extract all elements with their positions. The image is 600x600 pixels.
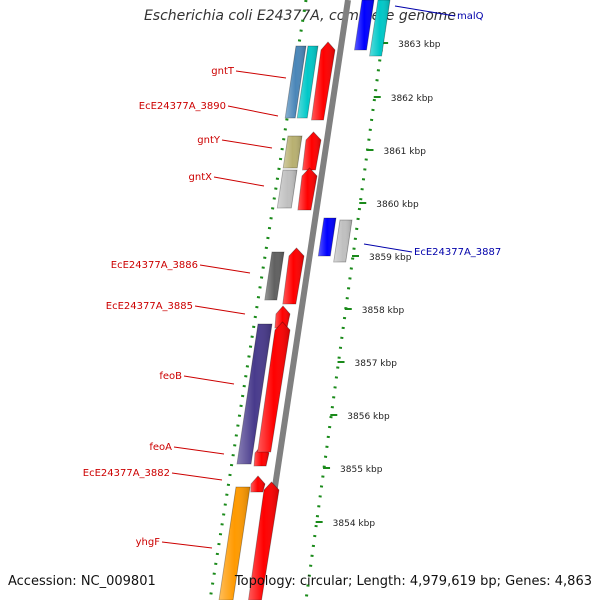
right-dotted-track [304,0,390,600]
leader-line [221,139,273,149]
gene-box-gntT-shade [285,46,306,118]
kbp-tick-label: 3858 kbp [362,306,405,316]
gene-label-EcE24377A_3885: EcE24377A_3885 [106,301,193,312]
leader-line [171,472,223,481]
kbp-tick-label: 3855 kbp [340,465,383,475]
red-strand-arrow-shade [311,42,335,120]
gene-box-malQ-shade [354,0,374,50]
leader-line [394,5,456,17]
kbp-tick-label: 3863 kbp [398,40,441,50]
kbp-tick-label: 3862 kbp [391,94,434,104]
gene-label-gntX: gntX [189,172,213,183]
kbp-tick-label: 3854 kbp [333,519,376,529]
gene-box-gntY-shade [283,136,302,168]
leader-line [363,243,413,253]
red-strand-arrow-shade [282,248,304,304]
genome-summary-text: Topology: circular; Length: 4,979,619 bp… [234,574,592,589]
gene-label-gntY: gntY [197,135,221,146]
accession-text: Accession: NC_009801 [8,574,156,589]
kbp-tick-label: 3860 kbp [376,200,419,210]
gene-label-EcE24377A_3887: EcE24377A_3887 [414,247,501,258]
gene-box-EcE24377A_3885-shade [274,306,290,328]
gene-box-cyan-top-shade [369,0,390,56]
gene-box-EcE24377A_3882-shade [250,476,265,492]
gene-label-malQ: malQ [457,11,484,22]
leader-line [194,305,246,315]
gene-label-EcE24377A_3886: EcE24377A_3886 [111,260,198,271]
gene-label-EcE24377A_3890: EcE24377A_3890 [139,101,226,112]
gene-label-gntT: gntT [211,66,235,77]
gene-box-grey-right-shade [333,220,352,262]
kbp-tick-label: 3859 kbp [369,253,412,263]
leader-line [173,446,225,455]
gene-label-feoB: feoB [159,371,182,382]
gene-box-EcE24377A_3886-shade [264,252,284,300]
gene-box-gntX-shade [277,170,297,208]
kbp-tick-label: 3861 kbp [384,147,427,157]
gene-box-yhgF-shade [219,487,250,600]
leader-line [161,541,213,549]
gene-box-feoB-shade [237,324,272,464]
red-strand-arrow-shade [302,132,321,170]
red-strand-arrow-shade [297,168,317,210]
kbp-tick-label: 3856 kbp [347,412,390,422]
kbp-tick-label: 3857 kbp [355,359,398,369]
leader-line [183,375,235,385]
leader-line [199,264,251,274]
gene-box-EcE24377A_3890-shade [297,46,318,118]
gene-box-EcE24377A_3887-shade [318,218,336,256]
gene-label-yhgF: yhgF [136,537,161,548]
gene-label-feoA: feoA [149,442,172,453]
leader-line [235,70,287,79]
leader-line [227,105,279,117]
gene-label-EcE24377A_3882: EcE24377A_3882 [83,468,170,479]
red-strand-arrow-shade [248,482,279,600]
leader-line [213,176,265,187]
red-strand-arrow-shade [257,322,290,452]
